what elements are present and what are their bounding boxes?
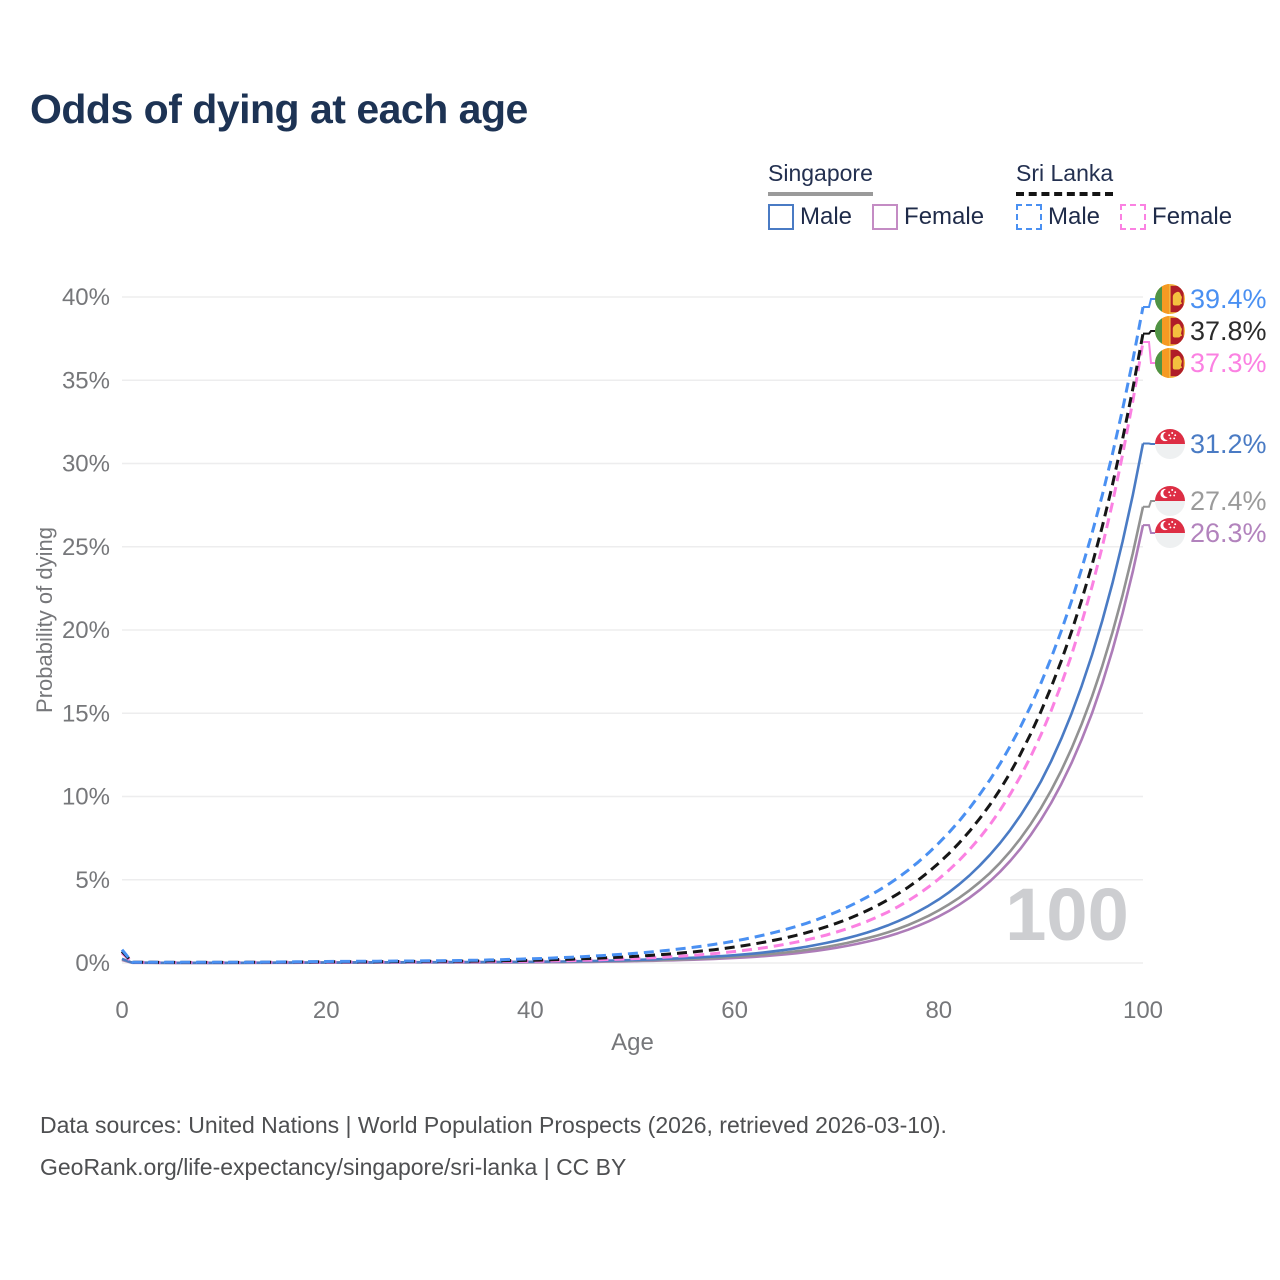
y-tick-label: 20% — [62, 617, 110, 644]
legend-label: Female — [904, 203, 985, 230]
legend-country-sri-lanka[interactable]: Sri Lanka — [1016, 160, 1114, 196]
end-value-label: 31.2% — [1190, 429, 1267, 459]
y-tick-label: 15% — [62, 700, 110, 727]
legend-group-sri-lanka: Sri Lanka Male Female — [1016, 160, 1232, 231]
end-value-label: 27.4% — [1190, 486, 1267, 516]
sri-lanka-flag-icon — [1155, 284, 1185, 314]
end-value-label: 37.3% — [1190, 348, 1267, 378]
chart-footer: Data sources: United Nations | World Pop… — [40, 1104, 947, 1188]
end-label-leader — [1143, 298, 1155, 308]
y-tick-label: 0% — [75, 950, 110, 977]
singapore-flag-icon — [1155, 486, 1185, 516]
sri-lanka-male-swatch — [1016, 204, 1042, 230]
singapore-female-swatch — [872, 204, 899, 230]
series-line-sri-lanka-both-sexes — [120, 333, 1145, 964]
end-value-label: 37.8% — [1190, 316, 1267, 346]
legend-item-sri-lanka-female[interactable]: Female — [1120, 203, 1232, 231]
legend-group-singapore: Singapore Male Female — [768, 160, 984, 231]
sri-lanka-flag-icon — [1155, 348, 1185, 378]
series-line-sri-lanka-male — [120, 306, 1145, 964]
singapore-male-swatch — [768, 204, 794, 230]
x-tick-label: 60 — [721, 997, 748, 1024]
end-label-leader — [1143, 330, 1155, 335]
end-label-leader — [1143, 524, 1155, 534]
x-tick-label: 0 — [115, 997, 128, 1024]
y-tick-label: 10% — [62, 784, 110, 811]
sri-lanka-female-swatch — [1120, 204, 1147, 230]
x-tick-label: 80 — [925, 997, 952, 1024]
end-label-leader — [1143, 442, 1155, 445]
singapore-flag-icon — [1155, 518, 1185, 548]
x-tick-label: 20 — [313, 997, 340, 1024]
end-label-leader — [1143, 500, 1155, 508]
x-axis-title: Age — [611, 1029, 654, 1056]
data-source-line: Data sources: United Nations | World Pop… — [40, 1112, 947, 1138]
legend-country-singapore[interactable]: Singapore — [768, 160, 873, 196]
legend-label: Male — [800, 203, 853, 230]
y-tick-label: 35% — [62, 367, 110, 394]
x-hover-value-label: 100 — [1005, 873, 1129, 956]
y-tick-label: 40% — [62, 284, 110, 311]
x-tick-label: 40 — [517, 997, 544, 1024]
series-line-singapore-female — [121, 524, 1145, 965]
end-value-label: 39.4% — [1190, 284, 1267, 314]
legend-label: Male — [1048, 203, 1101, 230]
end-label-leader — [1143, 341, 1155, 364]
singapore-flag-icon — [1155, 429, 1185, 459]
attribution-line: GeoRank.org/life-expectancy/singapore/sr… — [40, 1154, 627, 1180]
legend-item-singapore-female[interactable]: Female — [872, 203, 984, 231]
y-tick-label: 5% — [75, 867, 110, 894]
legend-item-sri-lanka-male[interactable]: Male — [1016, 203, 1100, 231]
y-tick-label: 25% — [62, 534, 110, 561]
series-line-sri-lanka-female — [120, 341, 1145, 964]
series-line-singapore-male — [121, 443, 1145, 965]
legend-item-singapore-male[interactable]: Male — [768, 203, 852, 231]
y-tick-label: 30% — [62, 451, 110, 478]
legend-label: Female — [1152, 203, 1233, 230]
chart-title: Odds of dying at each age — [30, 86, 528, 132]
series-line-singapore-both-sexes — [121, 506, 1145, 965]
x-tick-label: 100 — [1123, 997, 1163, 1024]
end-value-label: 26.3% — [1190, 518, 1267, 548]
sri-lanka-flag-icon — [1155, 316, 1185, 346]
